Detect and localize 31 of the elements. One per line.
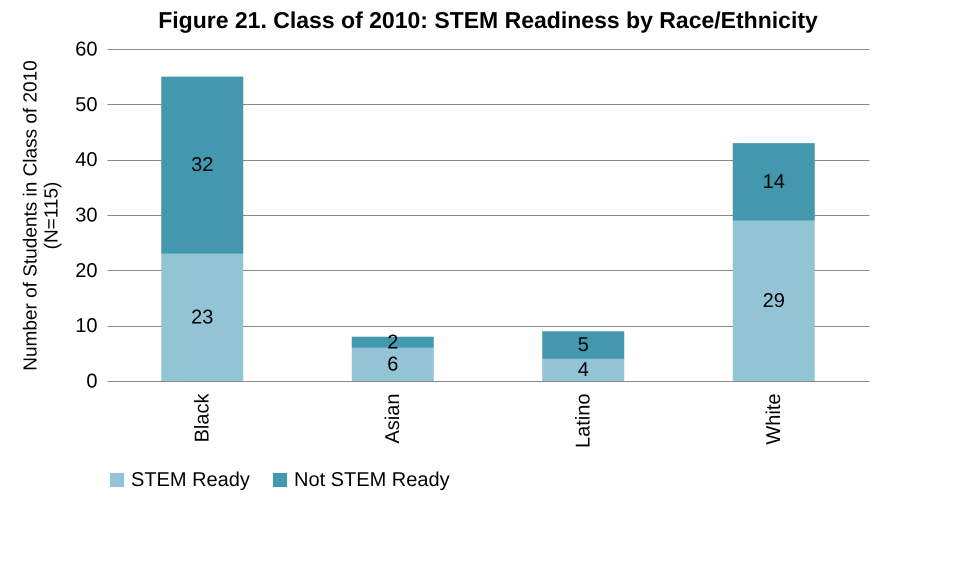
bar [542,331,624,359]
y-axis-title: Number of Students in Class of 2010 (N=115) [20,60,62,371]
data-label: 32 [191,154,214,176]
x-tick-label: Asian [382,394,404,444]
data-label: 23 [191,306,214,328]
y-tick-label: 0 [86,370,98,392]
bar [161,254,244,381]
data-label: 5 [578,334,589,356]
data-label: 29 [762,290,785,312]
data-label: 6 [387,353,398,376]
y-tick-label: 20 [75,260,98,282]
y-tick-label: 60 [75,38,98,60]
bar [732,143,815,221]
x-tick-label: Black [191,392,214,442]
y-tick-label: 40 [75,149,98,172]
chart-title: Figure 21. Class of 2010: STEM Readiness by Race/Ethnicity [158,7,818,33]
bar [352,348,434,381]
x-tick-label: Latino [572,394,594,448]
y-tick-label: 10 [75,315,98,338]
y-tick-label: 30 [75,204,98,226]
legend-label: STEM Ready [131,469,250,491]
data-label: 4 [578,358,589,381]
x-tick-label: White [762,394,785,445]
bar [542,358,624,381]
legend-label: Not STEM Ready [294,469,450,491]
data-label: 14 [762,170,785,193]
data-label: 2 [387,331,398,354]
y-tick-label: 50 [75,94,98,116]
bar [732,220,815,381]
bar [352,336,434,348]
bar [161,76,244,254]
